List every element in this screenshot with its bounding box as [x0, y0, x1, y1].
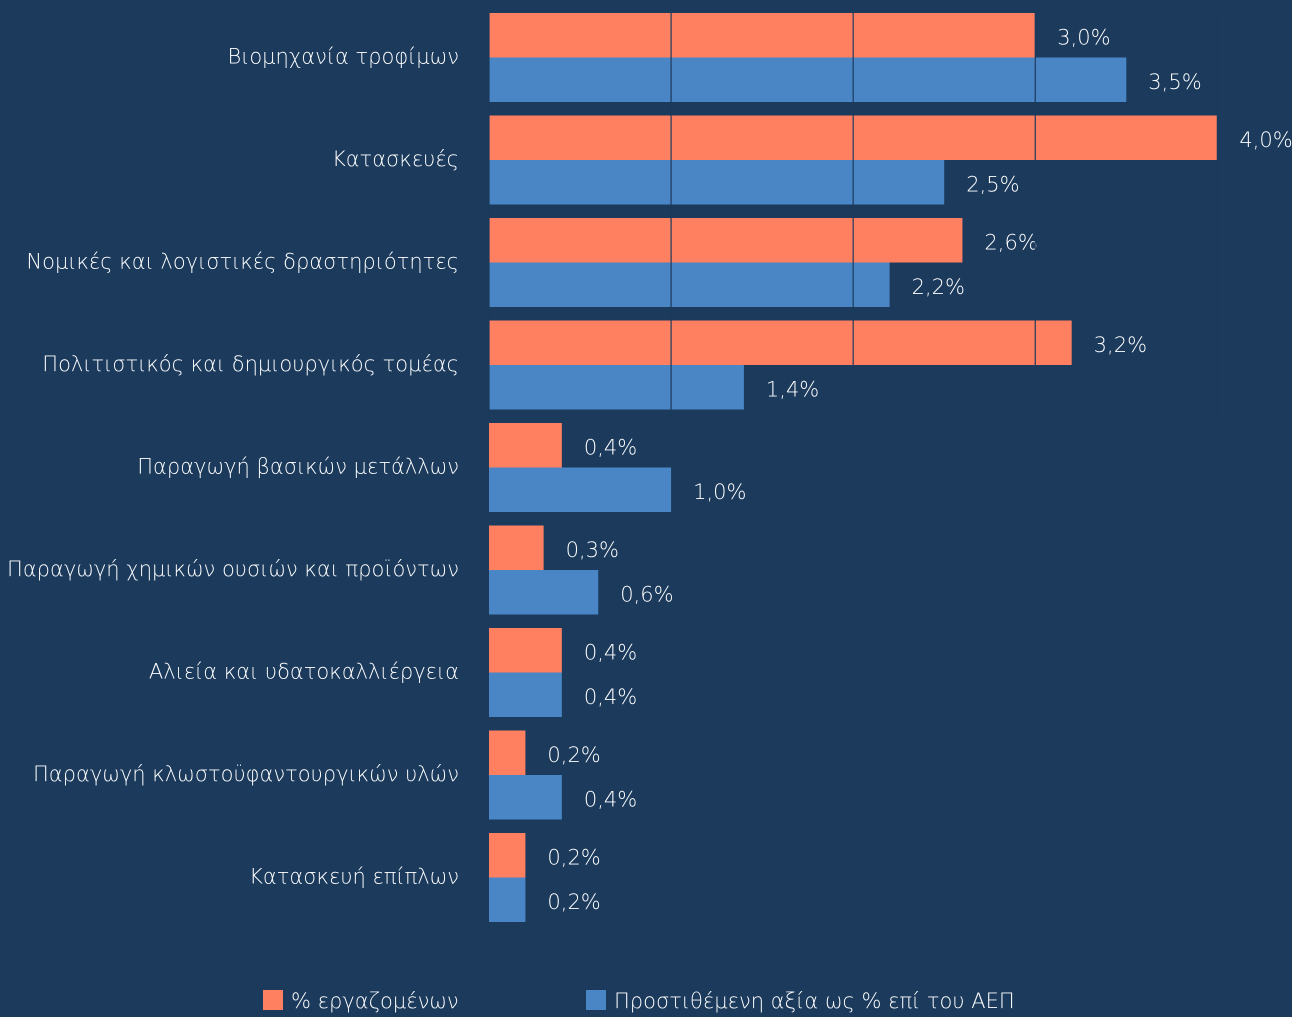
- value-label: 2,6%: [984, 230, 1037, 254]
- category-label: Αλιεία και υδατοκαλλιέργεια: [149, 660, 459, 684]
- bar: [489, 833, 526, 878]
- category-label: Παραγωγή χημικών ουσιών και προϊόντων: [7, 557, 459, 581]
- bar: [489, 467, 672, 512]
- category-label: Βιομηχανία τροφίμων: [227, 45, 459, 69]
- value-label: 0,4%: [584, 640, 637, 664]
- bar: [489, 13, 1036, 58]
- bar: [489, 160, 945, 205]
- category-label: Νομικές και λογιστικές δραστηριότητες: [26, 250, 459, 274]
- category-label: Κατασκευές: [332, 147, 459, 171]
- bar: [489, 218, 963, 263]
- value-label: 0,2%: [547, 743, 600, 767]
- category-label: Κατασκευή επίπλων: [249, 865, 459, 889]
- value-label: 0,4%: [584, 685, 637, 709]
- bar: [489, 525, 544, 570]
- bar: [489, 628, 562, 673]
- value-label: 4,0%: [1239, 128, 1292, 152]
- value-label: 0,6%: [620, 582, 673, 606]
- value-label: 0,4%: [584, 435, 637, 459]
- value-label: 3,2%: [1094, 333, 1147, 357]
- value-label: 1,0%: [693, 480, 746, 504]
- bar: [489, 320, 1072, 365]
- legend-swatch: [586, 990, 606, 1010]
- value-label: 2,5%: [966, 172, 1019, 196]
- legend-label: Προστιθέμενη αξία ως % επί του ΑΕΠ: [614, 989, 1015, 1013]
- legend-swatch: [263, 990, 283, 1010]
- value-label: 2,2%: [912, 275, 965, 299]
- category-label: Πολιτιστικός και δημιουργικός τομέας: [42, 352, 459, 376]
- value-label: 3,0%: [1057, 25, 1110, 49]
- bar: [489, 365, 744, 410]
- bar: [489, 877, 526, 922]
- value-label: 0,2%: [547, 845, 600, 869]
- category-label: Παραγωγή κλωστοϋφαντουργικών υλών: [33, 762, 459, 786]
- bar: [489, 570, 599, 615]
- value-label: 0,3%: [566, 538, 619, 562]
- bar: [489, 57, 1127, 102]
- bar: [489, 775, 562, 820]
- bar: [489, 423, 562, 468]
- category-label: Παραγωγή βασικών μετάλλων: [137, 455, 459, 479]
- value-label: 3,5%: [1148, 70, 1201, 94]
- value-label: 0,4%: [584, 787, 637, 811]
- value-label: 0,2%: [547, 890, 600, 914]
- legend-label: % εργαζομένων: [291, 989, 459, 1013]
- value-label: 1,4%: [766, 377, 819, 401]
- bar: [489, 730, 526, 775]
- bar: [489, 262, 890, 307]
- bar: [489, 672, 562, 717]
